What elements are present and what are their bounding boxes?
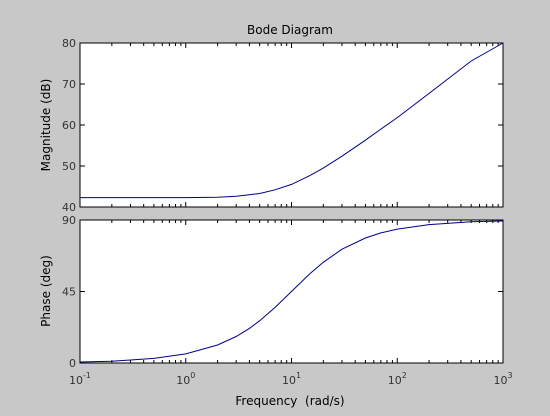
x-tick-base: 10 (388, 374, 402, 387)
x-tick-exponent: 3 (507, 371, 512, 380)
magnitude-ytick-label: 60 (62, 119, 76, 132)
phase-ytick-label: 0 (69, 357, 76, 370)
magnitude-series-line (80, 42, 504, 199)
lines-layer (79, 42, 504, 363)
magnitude-ytick-label: 40 (62, 201, 76, 214)
magnitude-ylabel: Magnitude (dB) (39, 79, 53, 172)
magnitude-plot-area (79, 42, 504, 208)
x-tick-base: 10 (69, 374, 83, 387)
x-tick-label: 102 (388, 371, 407, 387)
chart-title: Bode Diagram (247, 23, 333, 37)
magnitude-ytick-label: 70 (62, 78, 76, 91)
x-tick-exponent: 0 (190, 371, 195, 380)
x-tick-label: 100 (176, 371, 195, 387)
magnitude-ytick-label: 80 (62, 37, 76, 50)
x-tick-exponent: 1 (296, 371, 301, 380)
phase-series-line (79, 220, 504, 363)
phase-ytick-label: 90 (62, 214, 76, 227)
x-tick-base: 10 (493, 374, 507, 387)
x-tick-label: 103 (493, 371, 512, 387)
magnitude-ytick-label: 50 (62, 160, 76, 173)
x-tick-exponent: -1 (83, 371, 91, 380)
phase-ylabel: Phase (deg) (39, 255, 53, 327)
x-axis-label: Frequency (rad/s) (235, 394, 344, 408)
x-tick-label: 10-1 (69, 371, 91, 387)
x-tick-exponent: 2 (402, 371, 407, 380)
x-tick-base: 10 (282, 374, 296, 387)
phase-ytick-label: 45 (62, 286, 76, 299)
x-tick-label: 101 (282, 371, 301, 387)
x-tick-base: 10 (176, 374, 190, 387)
